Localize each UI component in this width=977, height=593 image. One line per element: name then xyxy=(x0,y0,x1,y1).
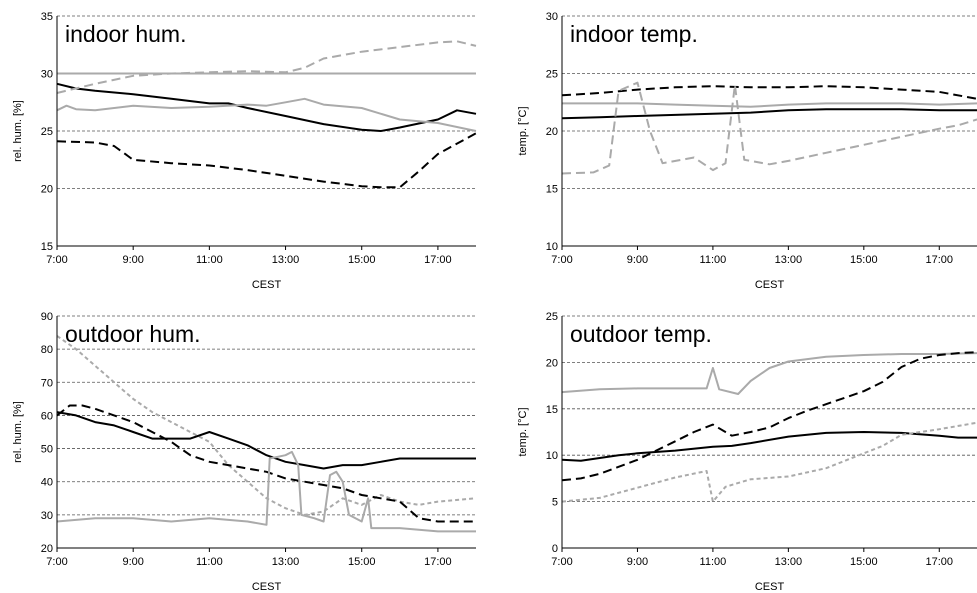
x-tick-labels: 7:00 9:00 11:00 13:00 15:00 17:00 xyxy=(46,246,452,266)
x-tick-label: 13:00 xyxy=(272,254,300,266)
series-line-1 xyxy=(56,82,477,132)
x-tick-label: 15:00 xyxy=(850,556,878,568)
x-axis-label: CEST xyxy=(252,279,282,291)
y-tick-label: 25 xyxy=(41,126,53,138)
x-axis-label: CEST xyxy=(252,581,282,593)
x-tick-label: 13:00 xyxy=(775,556,803,568)
series-line-1 xyxy=(561,352,977,395)
x-axis-label: CEST xyxy=(755,581,785,593)
series-line-2 xyxy=(562,102,977,108)
x-tick-label: 17:00 xyxy=(424,556,452,568)
y-tick-label: 25 xyxy=(546,311,558,323)
y-tick-label: 20 xyxy=(41,543,53,555)
x-tick-label: 7:00 xyxy=(46,556,67,568)
x-tick-label: 9:00 xyxy=(627,556,648,568)
y-tick-label: 25 xyxy=(546,69,558,81)
y-tick-label: 30 xyxy=(546,11,558,23)
panel-title: indoor hum. xyxy=(65,21,186,47)
y-axis-label: temp. [°C] xyxy=(517,407,529,456)
series-line-3 xyxy=(56,97,477,132)
x-tick-label: 9:00 xyxy=(627,254,648,266)
y-tick-labels: 20 30 40 50 60 70 80 90 xyxy=(41,311,53,555)
series-line-3 xyxy=(561,108,977,120)
x-axis-label: CEST xyxy=(755,279,785,291)
x-tick-label: 17:00 xyxy=(926,254,954,266)
x-tick-labels: 7:00 9:00 11:00 13:00 15:00 17:00 xyxy=(551,548,953,568)
x-tick-label: 7:00 xyxy=(46,254,67,266)
x-tick-label: 13:00 xyxy=(272,556,300,568)
x-tick-label: 11:00 xyxy=(700,254,727,266)
y-tick-labels: 0 5 10 15 20 25 xyxy=(546,311,558,555)
x-tick-label: 15:00 xyxy=(850,254,878,266)
x-tick-label: 7:00 xyxy=(551,556,572,568)
y-axis-label: rel. hum. [%] xyxy=(12,100,24,162)
x-tick-label: 7:00 xyxy=(551,254,572,266)
series-line-5 xyxy=(56,40,477,94)
panel-outdoor-humidity: 20 30 40 50 60 70 80 90 7:00 9:00 11:00 13:00 15:00… xyxy=(12,311,477,593)
series-line-2 xyxy=(56,411,476,470)
series-line-1 xyxy=(56,335,477,516)
y-tick-label: 10 xyxy=(546,241,558,253)
x-tick-label: 15:00 xyxy=(348,254,376,266)
y-tick-label: 15 xyxy=(41,241,53,253)
x-tick-label: 11:00 xyxy=(196,254,223,266)
gridlines xyxy=(57,15,476,247)
x-tick-label: 15:00 xyxy=(348,556,376,568)
x-tick-label: 17:00 xyxy=(926,556,954,568)
x-tick-label: 13:00 xyxy=(775,254,803,266)
y-tick-label: 30 xyxy=(41,510,53,522)
y-tick-label: 50 xyxy=(41,444,53,456)
y-tick-label: 40 xyxy=(41,477,53,489)
series-line-4 xyxy=(56,450,476,533)
panel-title: outdoor temp. xyxy=(570,321,712,347)
series-line-3 xyxy=(561,431,977,462)
y-axis-label: rel. hum. [%] xyxy=(12,401,24,463)
series-line-4 xyxy=(561,81,977,175)
x-tick-labels: 7:00 9:00 11:00 13:00 15:00 17:00 xyxy=(46,548,452,568)
y-axis-label: temp. [°C] xyxy=(517,106,529,155)
y-tick-label: 60 xyxy=(41,410,53,422)
gridlines xyxy=(562,315,977,549)
y-tick-label: 15 xyxy=(546,404,558,416)
gridlines xyxy=(562,15,977,247)
y-tick-label: 35 xyxy=(41,11,53,23)
x-tick-label: 11:00 xyxy=(700,556,727,568)
y-tick-label: 30 xyxy=(41,69,53,81)
y-tick-labels: 10 15 20 25 30 xyxy=(546,11,558,253)
panel-title: indoor temp. xyxy=(570,21,698,47)
y-tick-label: 0 xyxy=(552,543,558,555)
x-tick-labels: 7:00 9:00 11:00 13:00 15:00 17:00 xyxy=(551,246,953,266)
series-lines xyxy=(56,40,477,189)
panel-title: outdoor hum. xyxy=(65,321,201,347)
x-tick-label: 17:00 xyxy=(424,254,452,266)
series-line-2 xyxy=(56,132,477,189)
y-tick-label: 15 xyxy=(546,184,558,196)
series-lines xyxy=(56,335,477,533)
y-tick-label: 20 xyxy=(546,126,558,138)
x-tick-label: 9:00 xyxy=(122,254,143,266)
y-tick-labels: 15 20 25 30 35 xyxy=(41,11,53,253)
series-lines xyxy=(561,351,977,503)
y-tick-label: 5 xyxy=(552,497,558,509)
series-line-4 xyxy=(561,421,977,503)
y-tick-label: 20 xyxy=(546,357,558,369)
y-tick-label: 80 xyxy=(41,344,53,356)
y-tick-label: 90 xyxy=(41,311,53,323)
series-lines xyxy=(561,81,977,175)
x-tick-label: 9:00 xyxy=(122,556,143,568)
y-tick-label: 70 xyxy=(41,377,53,389)
y-tick-label: 20 xyxy=(41,184,53,196)
y-tick-label: 10 xyxy=(546,450,558,462)
x-tick-label: 11:00 xyxy=(196,556,223,568)
series-line-3 xyxy=(56,404,476,523)
series-line-2 xyxy=(561,351,977,482)
